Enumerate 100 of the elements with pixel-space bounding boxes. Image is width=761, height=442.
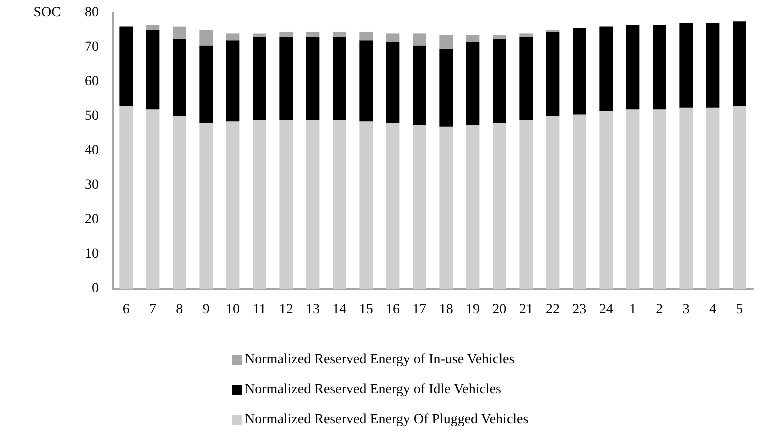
bar: [226, 40, 240, 122]
bar: [626, 110, 640, 289]
x-tick-label: 21: [519, 302, 534, 318]
bar: [440, 126, 453, 289]
x-tick-label: 6: [122, 302, 130, 318]
y-tick-label: 20: [85, 212, 99, 228]
bar: [386, 34, 400, 42]
bar: [413, 125, 426, 289]
x-tick-label: 24: [599, 302, 614, 318]
y-tick-label: 60: [85, 74, 99, 90]
bar: [493, 35, 506, 39]
bar: [680, 108, 693, 289]
bar: [173, 26, 186, 39]
bar: [413, 34, 426, 46]
bar: [173, 38, 186, 116]
x-tick-label: 1: [630, 302, 636, 318]
x-tick-label: 22: [546, 302, 560, 318]
bar: [253, 37, 266, 120]
bar: [146, 30, 160, 110]
x-tick-label: 23: [572, 302, 587, 318]
bar: [413, 46, 426, 126]
bar: [386, 123, 400, 289]
x-tick-label: 12: [279, 302, 294, 318]
x-tick-label: 8: [176, 302, 184, 318]
x-tick-label: 13: [306, 302, 320, 318]
bar: [173, 116, 186, 289]
bar: [226, 34, 240, 41]
bar: [280, 37, 293, 120]
x-tick-label: 10: [226, 302, 240, 318]
bar: [466, 125, 480, 289]
x-tick-label: 20: [492, 302, 507, 318]
bar: [120, 26, 133, 106]
x-tick-label: 4: [710, 302, 716, 318]
y-axis-title: SOC: [34, 6, 61, 20]
bar: [200, 123, 213, 289]
x-tick-label: 18: [439, 302, 454, 318]
y-tick-label: 80: [85, 6, 99, 20]
bar: [253, 120, 266, 289]
bar: [466, 35, 480, 42]
x-tick-label: 17: [412, 302, 427, 318]
bar: [653, 110, 666, 289]
x-tick-label: 15: [359, 302, 374, 318]
bar: [306, 32, 320, 38]
bar: [600, 111, 613, 289]
bar: [146, 110, 160, 289]
bar: [733, 106, 746, 289]
bar: [360, 32, 373, 41]
y-tick-label: 30: [85, 178, 99, 193]
bar: [653, 25, 666, 110]
x-tick-label: 16: [386, 302, 400, 318]
legend-label: Normalized Reserved Energy Of Plugged Vehicles: [245, 412, 529, 428]
bar: [333, 37, 346, 120]
bar: [680, 23, 693, 108]
bar: [280, 120, 293, 289]
bar: [440, 35, 453, 50]
bar: [200, 46, 213, 124]
x-tick-label: 9: [202, 302, 210, 318]
legend-label: Normalized Reserved Energy of In-use Vehicles: [245, 352, 515, 368]
bar: [626, 25, 640, 110]
bar: [386, 42, 400, 124]
bar: [520, 34, 533, 38]
bar: [200, 30, 213, 46]
bar: [493, 38, 506, 124]
x-tick-label: 2: [656, 302, 664, 318]
bar: [600, 26, 613, 112]
bar: [120, 106, 133, 289]
bar: [733, 22, 746, 106]
y-tick-label: 70: [85, 40, 99, 55]
bar: [333, 32, 346, 38]
x-tick-label: 7: [150, 302, 156, 318]
bar: [440, 49, 453, 127]
y-tick-label: 10: [85, 247, 99, 262]
x-tick-label: 3: [682, 302, 690, 318]
x-tick-label: 11: [252, 302, 266, 318]
bar: [520, 37, 533, 120]
bar: [306, 37, 320, 120]
bar: [493, 123, 506, 289]
legend-label: Normalized Reserved Energy of Idle Vehicles: [245, 382, 502, 398]
y-tick-label: 0: [92, 282, 99, 296]
bar: [546, 116, 560, 289]
bar: [520, 120, 533, 289]
bar: [546, 32, 560, 116]
bar: [360, 122, 373, 289]
bar: [573, 28, 586, 115]
bar: [333, 120, 346, 289]
bar: [360, 40, 373, 122]
x-tick-label: 14: [332, 302, 347, 318]
bar: [706, 108, 720, 289]
x-tick-label: 19: [466, 302, 480, 318]
y-tick-label: 50: [85, 109, 99, 124]
bar: [573, 114, 586, 289]
y-tick-label: 40: [85, 144, 99, 158]
bar: [146, 25, 160, 30]
bar: [466, 42, 480, 126]
x-tick-label: 5: [736, 302, 744, 318]
bar: [306, 120, 320, 289]
bar: [226, 122, 240, 289]
bar: [280, 32, 293, 38]
bar: [706, 23, 720, 108]
bar: [253, 34, 266, 38]
